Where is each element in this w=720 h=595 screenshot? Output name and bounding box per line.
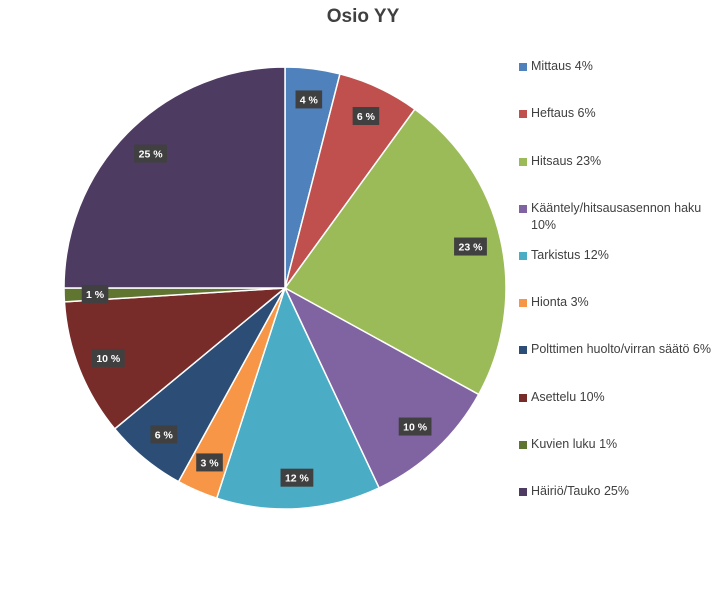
chart-title: Osio YY — [326, 6, 400, 27]
data-label-1: 6 % — [352, 107, 380, 126]
svg-text:6 %: 6 % — [155, 429, 174, 441]
data-label-3: 10 % — [398, 417, 432, 436]
pie-slice-3 — [283, 286, 480, 489]
legend-label-0: Mittaus 4% — [531, 59, 593, 73]
legend-swatch-1 — [519, 110, 527, 118]
legend-swatch-3 — [519, 205, 527, 213]
svg-text:4 %: 4 % — [300, 94, 319, 106]
svg-text:6 %: 6 % — [357, 111, 376, 123]
legend-swatch-6 — [519, 346, 527, 354]
svg-text:12 %: 12 % — [285, 473, 310, 485]
legend-swatch-9 — [519, 488, 527, 496]
data-label-5: 3 % — [196, 453, 223, 472]
data-label-box-3 — [398, 417, 432, 436]
legend-swatch-2 — [519, 158, 527, 166]
data-label-box-7 — [91, 348, 125, 367]
legend-label-6: Polttimen huolto/virran säätö 6% — [531, 342, 711, 356]
data-label-9: 25 % — [134, 144, 168, 163]
pie-slice-7 — [63, 287, 288, 430]
pie-slice-4 — [215, 285, 381, 510]
legend-label-8: Kuvien luku 1% — [531, 437, 618, 451]
data-label-box-0 — [295, 90, 323, 109]
pie-data-labels: 4 % 6 % 23 % 10 % 12 % 3 % 6 % 10 % 1 % 25 % — [81, 90, 487, 487]
legend-swatch-7 — [519, 394, 527, 402]
svg-text:1 %: 1 % — [86, 289, 105, 301]
svg-text:25 %: 25 % — [139, 149, 164, 161]
data-label-8: 1 % — [81, 284, 109, 303]
legend-label-9: Häiriö/Tauko 25% — [531, 484, 629, 498]
legend-swatch-5 — [519, 299, 527, 307]
data-label-box-9 — [134, 144, 168, 163]
pie-slices — [63, 66, 507, 510]
svg-text:10 %: 10 % — [96, 353, 121, 365]
data-label-6: 6 % — [150, 425, 178, 444]
svg-text:10 %: 10 % — [403, 422, 428, 434]
legend: Mittaus 4% Heftaus 6% Hitsaus 23% Kääntely/… — [519, 0, 720, 595]
data-label-box-6 — [150, 425, 178, 444]
data-label-box-2 — [454, 237, 487, 256]
data-label-4: 12 % — [280, 468, 314, 487]
legend-swatch-4 — [519, 252, 527, 260]
data-label-box-4 — [280, 468, 314, 487]
legend-label-7: Asettelu 10% — [531, 390, 605, 404]
data-label-7: 10 % — [91, 348, 125, 367]
data-label-0: 4 % — [295, 90, 323, 109]
legend-label-1: Heftaus 6% — [531, 106, 596, 120]
svg-text:3 %: 3 % — [200, 457, 219, 469]
data-label-box-1 — [352, 107, 380, 126]
data-label-box-8 — [81, 284, 109, 303]
svg-text:23 %: 23 % — [459, 242, 484, 254]
legend-swatch-0 — [519, 63, 527, 71]
pie-slice-2 — [283, 108, 507, 396]
legend-label-3: Kääntely/hitsausasennon haku 10% — [531, 201, 702, 232]
legend-label-4: Tarkistus 12% — [531, 248, 609, 262]
data-label-2: 23 % — [454, 237, 487, 256]
data-label-box-5 — [196, 453, 223, 472]
pie-slice-9 — [63, 66, 286, 289]
legend-label-5: Hionta 3% — [531, 295, 589, 309]
legend-label-2: Hitsaus 23% — [531, 154, 602, 168]
legend-swatch-8 — [519, 441, 527, 449]
